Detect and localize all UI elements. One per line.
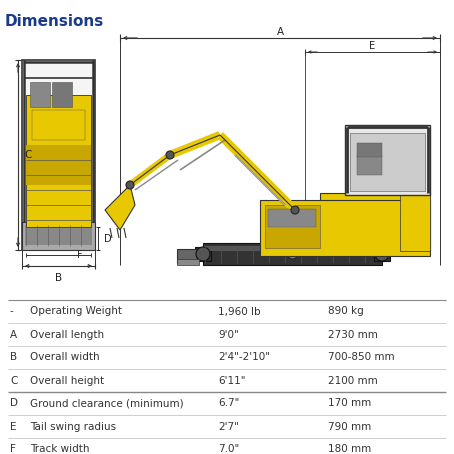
Ellipse shape <box>291 206 299 214</box>
Bar <box>22 222 95 250</box>
Text: 6.7": 6.7" <box>218 399 239 409</box>
Bar <box>30 82 50 107</box>
Ellipse shape <box>287 249 297 259</box>
Bar <box>203 246 382 251</box>
Polygon shape <box>105 185 135 230</box>
Text: Overall length: Overall length <box>30 330 104 340</box>
Bar <box>260 200 430 256</box>
Text: E: E <box>370 41 375 51</box>
Text: 6'11": 6'11" <box>218 375 246 385</box>
Bar <box>357 155 382 175</box>
Text: 1,960 lb: 1,960 lb <box>218 306 261 316</box>
Ellipse shape <box>375 247 389 261</box>
Text: D: D <box>104 233 112 243</box>
Text: Overall height: Overall height <box>30 375 104 385</box>
Bar <box>268 209 316 227</box>
Ellipse shape <box>166 151 174 159</box>
Text: D: D <box>10 399 18 409</box>
Bar <box>32 110 85 140</box>
Text: Dimensions: Dimensions <box>5 14 104 29</box>
Text: -: - <box>10 306 14 316</box>
Bar <box>177 249 197 263</box>
Text: A: A <box>276 27 284 37</box>
Bar <box>177 259 199 265</box>
Text: F: F <box>77 250 82 260</box>
Bar <box>26 145 91 185</box>
Text: F: F <box>10 444 16 454</box>
Text: 9'0": 9'0" <box>218 330 239 340</box>
Text: Ground clearance (minimum): Ground clearance (minimum) <box>30 399 183 409</box>
Text: Operating Weight: Operating Weight <box>30 306 122 316</box>
Text: B: B <box>10 352 17 362</box>
Bar <box>52 82 72 107</box>
Text: 2'7": 2'7" <box>218 421 239 431</box>
Text: B: B <box>55 273 62 283</box>
Bar <box>320 193 430 251</box>
Text: A: A <box>10 330 17 340</box>
Bar <box>345 125 430 195</box>
Text: 700-850 mm: 700-850 mm <box>328 352 395 362</box>
Text: 180 mm: 180 mm <box>328 444 371 454</box>
Bar <box>26 95 91 227</box>
Text: E: E <box>10 421 16 431</box>
Bar <box>203 243 382 265</box>
Bar <box>25 225 92 245</box>
Text: 2'4"-2'10": 2'4"-2'10" <box>218 352 270 362</box>
Bar <box>374 247 390 261</box>
Text: 2730 mm: 2730 mm <box>328 330 378 340</box>
Text: C: C <box>24 150 31 160</box>
Text: 170 mm: 170 mm <box>328 399 371 409</box>
Text: Tail swing radius: Tail swing radius <box>30 421 116 431</box>
Text: Overall width: Overall width <box>30 352 99 362</box>
Bar <box>265 205 320 248</box>
Bar <box>400 193 430 251</box>
Ellipse shape <box>196 247 210 261</box>
Text: 890 kg: 890 kg <box>328 306 364 316</box>
Text: 2100 mm: 2100 mm <box>328 375 378 385</box>
Text: 790 mm: 790 mm <box>328 421 371 431</box>
Text: C: C <box>10 375 17 385</box>
Text: Track width: Track width <box>30 444 89 454</box>
Bar <box>350 133 425 191</box>
Bar <box>195 247 211 261</box>
Text: 7.0": 7.0" <box>218 444 239 454</box>
Bar <box>22 60 95 250</box>
Ellipse shape <box>126 181 134 189</box>
Bar <box>357 143 382 157</box>
